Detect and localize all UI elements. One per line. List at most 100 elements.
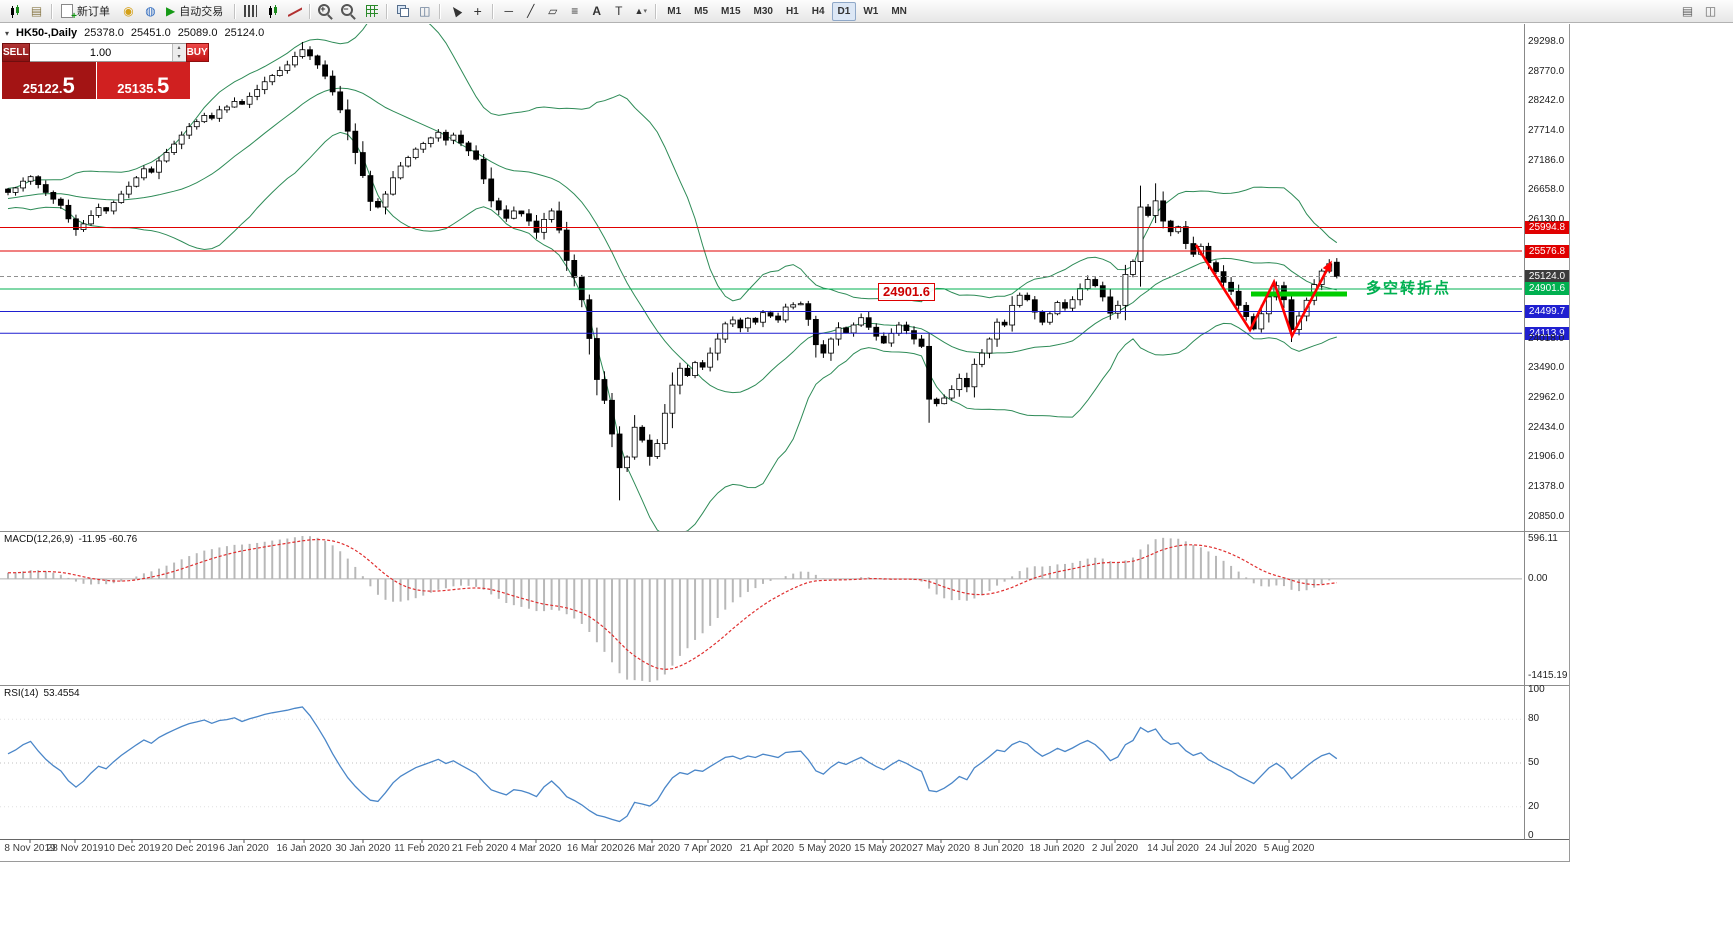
toolbar-separator xyxy=(234,3,237,19)
toolbar-separator xyxy=(439,3,442,19)
timeframe-h1-button[interactable]: H1 xyxy=(785,5,799,17)
trendline-button[interactable]: ╱ xyxy=(520,2,541,21)
channel-button[interactable]: ▱ xyxy=(542,2,563,21)
close-value: 25124.0 xyxy=(224,27,265,39)
buy-price[interactable]: 25135. 5 xyxy=(96,62,190,99)
line-chart-icon xyxy=(288,6,302,17)
text-icon: A xyxy=(592,4,602,18)
zoom-in-button[interactable] xyxy=(315,2,337,21)
cascade-windows-icon: ◫ xyxy=(419,4,431,18)
zoom-in-icon xyxy=(318,3,331,16)
one-click-trading-panel: SELL ▴ ▾ BUY 25122.5 25135.5 xyxy=(2,43,209,99)
auto-trading-label: 自动交易 xyxy=(179,6,224,18)
timeframe-h4-button[interactable]: H4 xyxy=(811,5,825,17)
sell-button[interactable]: SELL xyxy=(2,43,30,62)
timeframe-mn-button[interactable]: MN xyxy=(891,5,907,17)
toolbar-separator xyxy=(51,3,53,19)
crosshair-button[interactable]: + xyxy=(467,2,488,21)
zigzag-arrowhead xyxy=(1322,260,1332,273)
fibonacci-button[interactable]: ≡ xyxy=(564,2,585,21)
chart-canvas[interactable] xyxy=(0,24,1569,861)
print-button[interactable]: ▤ xyxy=(1677,2,1698,21)
funds-button[interactable]: ◍ xyxy=(140,2,161,21)
text-label-button[interactable]: T xyxy=(608,2,629,21)
buy-button[interactable]: BUY xyxy=(185,43,209,62)
layout-button[interactable]: ◫ xyxy=(1700,2,1721,21)
volume-up-button[interactable]: ▴ xyxy=(172,44,186,53)
auto-trading-button[interactable]: ▶ 自动交易 xyxy=(162,2,230,21)
profiles-icon: ▤ xyxy=(30,4,43,18)
zoom-out-button[interactable] xyxy=(338,2,360,21)
coins-button[interactable]: ◉ xyxy=(118,2,139,21)
layout-icon: ◫ xyxy=(1704,4,1717,18)
profiles-button[interactable]: ▤ xyxy=(26,2,47,21)
timeframe-m15-button[interactable]: M15 xyxy=(721,5,741,17)
tile-windows-icon xyxy=(396,5,409,17)
text-button[interactable]: A xyxy=(586,2,607,21)
bollinger-upper-band xyxy=(7,24,1338,303)
cascade-windows-button[interactable]: ◫ xyxy=(414,2,435,21)
horizontal-line-button[interactable]: ─ xyxy=(498,2,519,21)
macd-signal-line xyxy=(7,538,1337,671)
one-click-collapse-icon[interactable]: ▾ xyxy=(5,29,10,38)
volume-box: ▴ ▾ xyxy=(29,43,186,62)
bar-chart-icon xyxy=(244,5,258,17)
toolbar-separator xyxy=(492,3,495,19)
tile-windows-button[interactable] xyxy=(392,2,413,21)
sell-price[interactable]: 25122. 5 xyxy=(2,62,96,99)
channel-icon: ▱ xyxy=(548,4,558,18)
timeframe-m30-button[interactable]: M30 xyxy=(753,5,773,17)
macd-label: MACD(12,26,9) -11.95 -60.76 xyxy=(4,534,138,545)
line-chart-button[interactable] xyxy=(284,2,305,21)
bar-chart-button[interactable] xyxy=(240,2,261,21)
timeframe-d1-button[interactable]: D1 xyxy=(831,1,857,21)
new-chart-icon xyxy=(8,4,21,18)
main-toolbar: ▤ 新订单 ◉ ◍ ▶ 自动交易 ◫ + ─ ╱ ▱ ≡ A T ▲▾ xyxy=(0,0,1733,23)
timeframe-m5-button[interactable]: M5 xyxy=(694,5,709,17)
symbol-period-label: HK50-,Daily xyxy=(16,27,78,39)
globe-icon: ◍ xyxy=(145,4,156,18)
play-icon: ▶ xyxy=(166,4,176,18)
candlestick-icon xyxy=(266,4,280,18)
candles-layer xyxy=(5,41,1340,501)
timeframe-w1-button[interactable]: W1 xyxy=(863,5,879,17)
chevron-down-icon: ▾ xyxy=(643,7,647,15)
high-value: 25451.0 xyxy=(130,27,171,39)
arrows-button[interactable]: ▲ ▾ xyxy=(630,2,651,21)
toolbar-separator xyxy=(309,3,312,19)
candlestick-chart-button[interactable] xyxy=(262,2,283,21)
macd-histogram xyxy=(7,536,1338,682)
coins-icon: ◉ xyxy=(123,4,134,18)
support-bar xyxy=(1251,291,1347,297)
cursor-button[interactable] xyxy=(445,2,466,21)
toolbar-separator xyxy=(386,3,389,19)
horizontal-line-icon: ─ xyxy=(504,4,513,18)
volume-down-button[interactable]: ▾ xyxy=(172,52,186,61)
bollinger-middle-band xyxy=(7,87,1337,394)
text-label-icon: T xyxy=(615,4,623,18)
printer-icon: ▤ xyxy=(1681,4,1694,18)
bollinger-lower-band xyxy=(7,131,1337,531)
rsi-label: RSI(14) 53.4554 xyxy=(4,688,80,699)
trendline-icon: ╱ xyxy=(527,4,535,18)
chart-title: ▾ HK50-,Daily 25378.0 25451.0 25089.0 25… xyxy=(5,27,264,39)
fibonacci-icon: ≡ xyxy=(571,4,579,18)
arrow-icon: ▲ xyxy=(634,5,644,16)
indicators-grid-icon xyxy=(365,5,378,17)
new-order-button[interactable]: 新订单 xyxy=(57,2,117,22)
new-order-icon xyxy=(61,4,77,22)
indicators-button[interactable] xyxy=(361,2,382,21)
toolbar-separator xyxy=(655,3,658,19)
low-value: 25089.0 xyxy=(177,27,218,39)
volume-input[interactable] xyxy=(29,44,172,61)
timeframe-m1-button[interactable]: M1 xyxy=(667,5,682,17)
open-value: 25378.0 xyxy=(84,27,124,39)
new-order-label: 新订单 xyxy=(77,6,110,18)
zoom-out-icon xyxy=(341,3,354,16)
new-chart-button[interactable] xyxy=(4,2,25,21)
chart-window[interactable]: 25994.8 25576.8 25124.0 24901.6 24499.7 24113… xyxy=(0,24,1570,862)
volume-spinner: ▴ ▾ xyxy=(171,44,186,61)
crosshair-icon: + xyxy=(473,3,482,19)
zigzag-annotation xyxy=(1194,244,1332,340)
